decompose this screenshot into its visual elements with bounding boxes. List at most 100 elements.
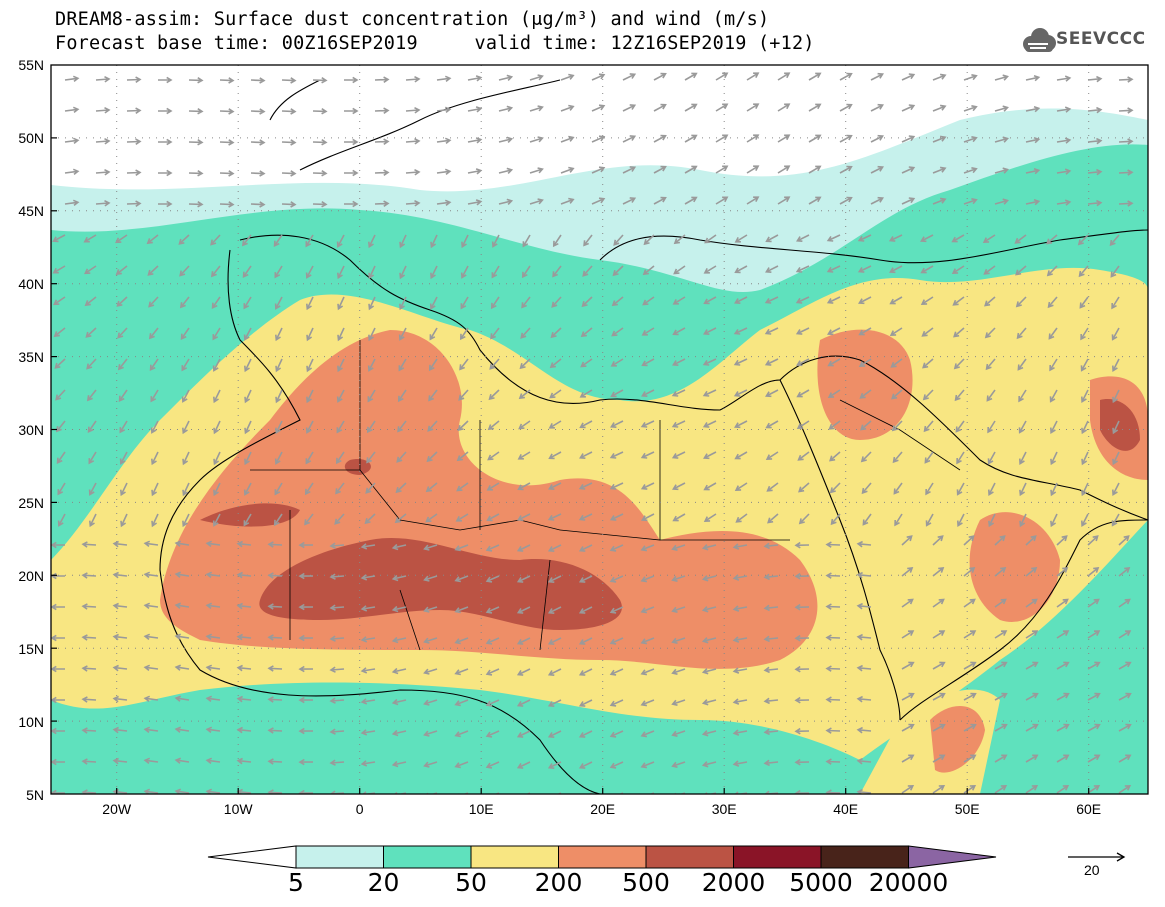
wind-arrow [52,234,66,243]
wind-arrow [335,482,345,495]
wind-arrow [423,544,438,551]
wind-arrow [405,106,421,114]
wind-arrow [267,789,283,794]
wind-arrow [825,572,841,579]
wind-arrow [777,196,791,205]
wind-arrow [547,699,562,707]
wind-arrow [1056,661,1070,670]
wind-arrow [516,730,531,738]
wind-arrow [734,296,748,304]
wind-arrow [457,420,469,432]
wind-arrow [267,665,283,672]
wind-arrow [429,327,438,341]
wind-arrow [112,757,128,765]
wind-arrow [765,451,779,460]
wind-arrow [344,76,359,84]
wind-arrow [436,199,452,207]
wind-arrow [578,730,593,738]
wind-arrow [763,697,779,705]
wind-arrow [267,572,283,579]
wind-arrow [243,482,252,496]
wind-arrow [274,265,283,279]
wind-arrow [1015,296,1027,308]
wind-arrow [181,389,190,403]
wind-arrow [548,482,562,490]
lon-label: 30E [711,801,737,817]
wind-arrow [337,296,345,311]
wind-arrow [116,296,128,307]
wind-arrow [210,265,221,278]
lon-label: 50E [954,801,980,817]
wind-arrow [143,633,159,641]
colorbar-label: 200 [534,868,583,897]
wind-arrow [54,358,66,369]
wind-arrow [405,137,421,145]
wind-arrow [398,327,407,341]
wind-arrow [1056,137,1072,144]
lon-label: 0 [355,801,364,817]
wind-arrow [578,544,593,552]
wind-arrow [391,760,407,768]
wind-arrow [467,75,483,82]
wind-arrow [1018,420,1027,434]
wind-arrow [870,165,884,174]
wind-arrow [516,606,531,614]
wind-arrow [205,757,221,765]
wind-arrow [808,165,822,174]
wind-arrow [1081,482,1089,497]
wind-arrow [529,167,544,174]
wind-arrow [613,234,624,246]
wind-arrow [329,635,345,642]
wind-arrow [580,327,593,338]
wind-arrow [205,633,221,641]
wind-arrow [1050,420,1058,434]
wind-arrow [746,134,760,143]
wind-arrow [57,513,66,527]
wind-arrow [336,420,345,434]
wind-arrow [839,72,853,81]
wind-arrow [1111,513,1120,527]
wind-arrow [306,358,314,373]
wind-arrow [1056,535,1068,546]
wind-arrow [763,635,779,643]
wind-arrow [701,575,717,582]
wind-arrow [360,698,376,705]
wind-arrow [529,136,544,143]
wind-arrow [701,761,717,768]
wind-arrow [856,602,872,610]
wind-arrow [763,573,779,581]
wind-arrow [796,234,810,242]
wind-arrow [243,327,252,341]
wind-arrow [766,482,779,492]
wind-arrow [486,513,500,522]
wind-arrow [425,513,438,523]
wind-arrow [305,420,314,434]
wind-arrow [81,789,97,794]
colorbar-swatch [645,845,734,869]
wind-arrow [890,358,903,368]
wind-arrow [312,77,328,84]
lon-label: 40E [833,801,859,817]
wind-arrow [516,668,531,676]
wind-arrow [89,513,97,528]
wind-arrow [982,234,996,243]
wind-arrow [653,72,667,81]
lat-label: 15N [18,641,44,657]
wind-arrow [344,138,359,146]
wind-arrow [1112,358,1120,372]
wind-arrow [579,451,593,459]
wind-arrow [640,699,655,707]
wind-arrow [955,420,965,433]
wind-arrow [701,699,717,706]
wind-arrow [984,296,996,307]
wind-arrow [808,196,822,205]
wind-arrow [764,327,779,335]
wind-arrow [53,296,66,306]
wind-arrow [1025,566,1038,577]
wind-arrow [684,72,698,81]
wind-arrow [174,757,190,764]
wind-arrow [994,754,1008,763]
wind-arrow [394,513,407,524]
dust-level-500-2000 [200,399,1140,630]
wind-arrow [994,136,1009,143]
